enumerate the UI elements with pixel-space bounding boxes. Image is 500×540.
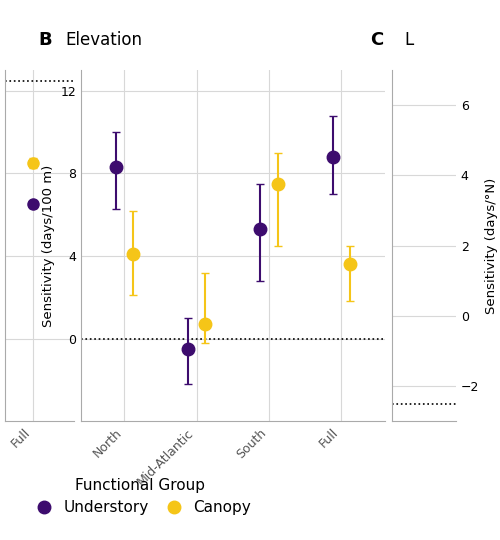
Y-axis label: Sensitivity (days/°N): Sensitivity (days/°N): [484, 178, 498, 314]
Legend: Understory, Canopy: Understory, Canopy: [22, 472, 258, 522]
Text: Elevation: Elevation: [66, 31, 143, 49]
Y-axis label: Sensitivity (days/100 m): Sensitivity (days/100 m): [42, 165, 55, 327]
Text: B: B: [38, 31, 52, 49]
Text: L: L: [405, 31, 414, 49]
Text: C: C: [370, 31, 383, 49]
